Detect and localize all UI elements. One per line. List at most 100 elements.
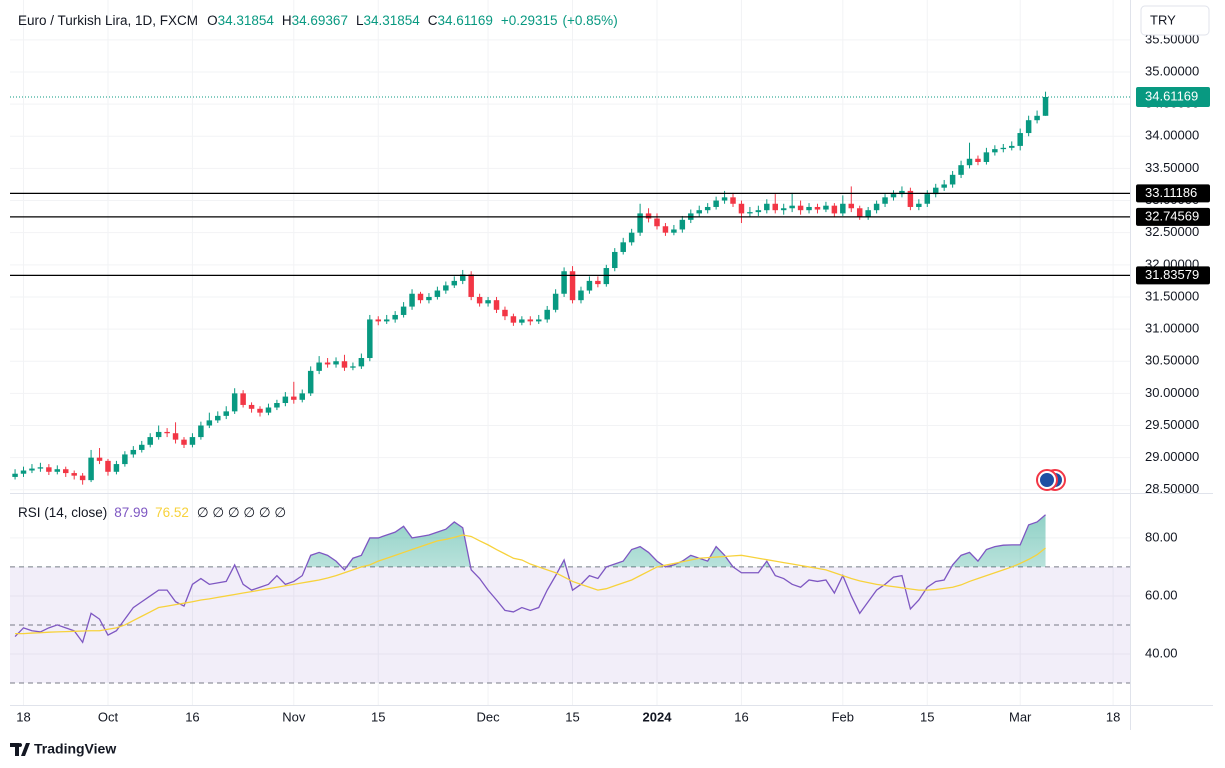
ohlc-label: C	[428, 13, 438, 28]
candle-body	[105, 460, 111, 472]
candle-body	[932, 187, 939, 195]
candle-body	[755, 210, 762, 213]
candle-body	[949, 174, 956, 185]
x-tick-label: Oct	[98, 709, 119, 724]
candle-body	[358, 358, 365, 367]
y-tick-label: 33.50000	[1145, 160, 1199, 175]
candle-body	[63, 469, 69, 474]
rsi-ma-line	[15, 534, 1046, 635]
candle-body	[814, 206, 821, 210]
candle-body	[476, 296, 483, 304]
candle-body	[975, 158, 981, 162]
price-labels: 33.11186 32.74569 31.83579 34.61169	[1136, 86, 1210, 285]
candle-body	[400, 306, 407, 315]
rsi-pane	[10, 514, 1130, 684]
y-tick-label: 29.00000	[1145, 449, 1199, 464]
candle-body	[840, 203, 846, 214]
ohlc-label: L	[356, 13, 364, 28]
change: +0.29315	[501, 13, 558, 28]
candle-body	[459, 274, 466, 281]
candle-body	[257, 408, 263, 413]
candle-body	[578, 290, 584, 301]
candle-body	[71, 473, 77, 476]
ohlc-label: O	[207, 13, 218, 28]
brand[interactable]: TradingView	[10, 741, 116, 757]
candle-body	[54, 469, 61, 472]
candle-body	[544, 309, 550, 320]
candle-body	[780, 208, 787, 211]
candle-body	[46, 467, 52, 472]
candle-body	[155, 431, 162, 438]
candle-body	[612, 251, 618, 269]
candle-body	[797, 205, 804, 211]
candle-body	[552, 293, 559, 310]
x-tick-label: 16	[734, 709, 748, 724]
candle-body	[206, 420, 213, 426]
candle-body	[764, 203, 770, 211]
y-tick-label: 35.00000	[1145, 63, 1199, 78]
candle-body	[485, 300, 491, 304]
candle-body	[468, 274, 474, 297]
x-tick-label: 15	[565, 709, 579, 724]
candle-body	[130, 449, 137, 455]
candle-body	[519, 319, 525, 323]
candle-body	[274, 403, 280, 408]
horizontal-line-label: 33.11186	[1145, 185, 1197, 200]
candle-body	[29, 468, 35, 471]
x-tick-label: Nov	[282, 709, 306, 724]
x-tick-label: Dec	[477, 709, 501, 724]
candle-body	[645, 213, 652, 219]
symbol-title: Euro / Turkish Lira, 1D, FXCM	[18, 13, 198, 28]
candle-body	[409, 293, 415, 307]
candle-body	[88, 457, 94, 481]
y-tick-label: 31.00000	[1145, 321, 1199, 336]
change-percent: (+0.85%)	[563, 13, 618, 28]
y-tick-label: 28.50000	[1145, 481, 1199, 496]
candle-body	[941, 184, 947, 188]
horizontal-line-label: 31.83579	[1145, 267, 1199, 282]
price-pane	[10, 91, 1130, 485]
candle-body	[248, 404, 255, 409]
candle-body	[164, 431, 170, 434]
candle-body	[79, 475, 86, 481]
candle-body	[240, 393, 246, 405]
candle-body	[231, 393, 238, 412]
candle-body	[417, 293, 424, 301]
currency-label[interactable]: TRY	[1150, 12, 1176, 27]
candle-body	[831, 205, 838, 214]
candle-body	[1000, 147, 1007, 150]
event-icons[interactable]	[1036, 469, 1066, 491]
candle-body	[899, 190, 905, 195]
brand-logo[interactable]	[10, 743, 30, 756]
candle-body	[37, 467, 44, 469]
rsi-ma-value: 76.52	[155, 505, 189, 520]
candle-body	[434, 290, 441, 297]
rsi-title: RSI (14, close)	[18, 505, 107, 520]
candle-body	[1042, 96, 1049, 116]
candle-body	[392, 314, 398, 320]
candle-body	[1034, 115, 1040, 121]
candle-body	[350, 366, 356, 368]
horizontal-line-label-box	[1136, 184, 1210, 203]
rsi-legend-marks: ∅ ∅ ∅ ∅ ∅ ∅	[197, 505, 287, 520]
candle-body	[122, 454, 128, 465]
y-tick-label: 29.50000	[1145, 417, 1199, 432]
candle-body	[992, 149, 998, 153]
candle-body	[333, 361, 339, 365]
candle-body	[806, 206, 812, 211]
candle-body	[1025, 120, 1032, 134]
last-price-label-box	[1136, 86, 1210, 107]
rsi-value: 87.99	[114, 505, 148, 520]
candle-body	[375, 319, 382, 322]
candle-body	[527, 319, 534, 322]
candle-body	[451, 280, 458, 286]
candle-body	[113, 464, 120, 472]
last-price-label: 34.61169	[1145, 88, 1198, 103]
currency-button-box[interactable]	[1140, 5, 1210, 36]
y-tick-label: 80.00	[1145, 529, 1178, 544]
currency-button[interactable]: TRY	[1140, 5, 1210, 36]
brand-name[interactable]: TradingView	[34, 741, 116, 757]
x-tick-label: 15	[920, 709, 934, 724]
ohlc-label: H	[282, 13, 292, 28]
